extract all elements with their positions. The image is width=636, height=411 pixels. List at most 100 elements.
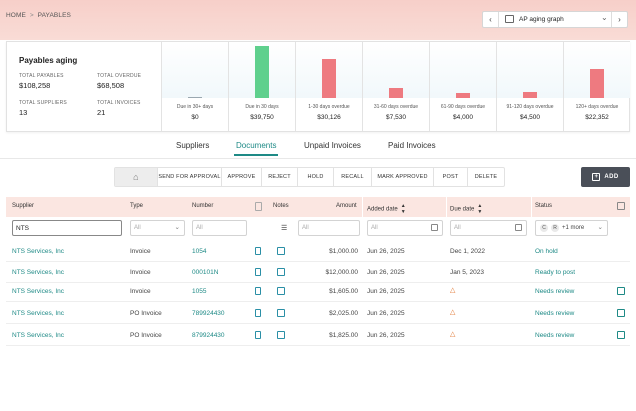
supplier-filter-input[interactable]: NTS — [12, 220, 122, 236]
aging-bar-column[interactable]: 91-120 days overdue $4,500 — [497, 42, 564, 131]
hold-button[interactable]: HOLD — [298, 168, 334, 186]
due-date-filter[interactable]: All — [450, 220, 527, 236]
supplier-link[interactable]: NTS Services, Inc — [12, 269, 65, 276]
number-filter-input[interactable]: All — [192, 220, 247, 236]
aging-bar-column[interactable]: 1-30 days overdue $30,126 — [296, 42, 363, 131]
note-icon[interactable] — [277, 287, 285, 295]
filter-icon[interactable]: ☰ — [281, 225, 288, 232]
approve-button[interactable]: APPROVE — [222, 168, 262, 186]
edit-icon[interactable] — [617, 309, 625, 317]
table-row[interactable]: NTS Services, Inc Invoice 1055 $1,605.00 Jun… — [6, 282, 630, 302]
type-filter-select[interactable]: All ⌄ — [130, 220, 185, 236]
aging-bar[interactable] — [255, 46, 269, 98]
table-row[interactable]: NTS Services, Inc PO Invoice 789924430 $2,0… — [6, 304, 630, 324]
tab-unpaid-invoices[interactable]: Unpaid Invoices — [304, 141, 361, 150]
document-icon[interactable] — [255, 268, 261, 276]
status-chip-r[interactable]: R — [551, 224, 559, 232]
document-number-link[interactable]: 1054 — [192, 248, 207, 255]
bar-plot-area — [296, 42, 362, 98]
bar-plot-area — [564, 42, 630, 98]
col-notes[interactable]: Notes — [273, 203, 289, 209]
add-button-label: ADD — [604, 174, 619, 180]
aging-bar-column[interactable]: Due in 30 days $39,750 — [229, 42, 296, 131]
table-row[interactable]: NTS Services, Inc Invoice 1054 $1,000.00 Jun… — [6, 242, 630, 262]
document-icon[interactable] — [255, 309, 261, 317]
amount-filter-input[interactable]: All — [298, 220, 360, 236]
calendar-icon[interactable] — [515, 224, 522, 231]
add-button[interactable]: + ADD — [581, 167, 630, 187]
delete-button[interactable]: DELETE — [474, 174, 498, 180]
status-value[interactable]: Needs review — [535, 288, 575, 295]
note-icon[interactable] — [277, 268, 285, 276]
table-header: Supplier Type Number Notes Amount Added … — [6, 197, 630, 217]
col-due-date[interactable]: Due date▲ ▼ — [450, 203, 482, 215]
status-value[interactable]: Needs review — [535, 332, 575, 339]
aging-bar-column[interactable]: 120+ days overdue $22,352 — [564, 42, 630, 131]
graph-selector-value: AP aging graph — [519, 16, 564, 23]
bar-category-label: 91-120 days overdue — [506, 104, 554, 110]
col-type[interactable]: Type — [130, 203, 144, 209]
note-icon[interactable] — [277, 247, 285, 255]
document-number-link[interactable]: 1055 — [192, 288, 207, 295]
supplier-link[interactable]: NTS Services, Inc — [12, 248, 65, 255]
graph-selector[interactable]: ‹ AP aging graph ⌄ › — [482, 11, 628, 28]
status-value[interactable]: Ready to post — [535, 269, 576, 276]
tab-documents[interactable]: Documents — [233, 141, 279, 156]
aging-bar-column[interactable]: 61-90 days overdue $4,000 — [430, 42, 497, 131]
table-row[interactable]: NTS Services, Inc Invoice 000101N $12,000.0… — [6, 263, 630, 283]
supplier-link[interactable]: NTS Services, Inc — [12, 288, 65, 295]
send-for-approval-button[interactable]: SEND FOR APPROVAL — [158, 168, 222, 186]
edit-icon[interactable] — [617, 287, 625, 295]
post-button[interactable]: POST — [434, 168, 468, 186]
total-overdue-label: TOTAL OVERDUE — [97, 73, 142, 79]
supplier-link[interactable]: NTS Services, Inc — [12, 332, 65, 339]
total-invoices-stat: TOTAL INVOICES 21 — [97, 100, 141, 117]
aging-bar[interactable] — [322, 58, 336, 98]
status-filter-select[interactable]: C R +1 more ⌄ — [535, 220, 608, 236]
col-number[interactable]: Number — [192, 203, 214, 209]
sort-icon[interactable]: ▲ ▼ — [400, 203, 406, 215]
table-row[interactable]: NTS Services, Inc PO Invoice 879924430 $1,8… — [6, 326, 630, 346]
document-number-link[interactable]: 789924430 — [192, 310, 225, 317]
status-value[interactable]: On hold — [535, 248, 558, 255]
status-chip-c[interactable]: C — [540, 224, 548, 232]
home-button[interactable]: ⌂ — [115, 168, 158, 186]
document-icon[interactable] — [255, 287, 261, 295]
document-number-link[interactable]: 000101N — [192, 269, 219, 276]
breadcrumb-home[interactable]: HOME — [6, 12, 26, 19]
chevron-right-icon[interactable]: › — [611, 12, 627, 27]
bar-plot-area — [363, 42, 429, 98]
added-date-filter[interactable]: All — [367, 220, 443, 236]
chevron-down-icon[interactable]: ⌄ — [601, 13, 608, 22]
edit-icon[interactable] — [617, 331, 625, 339]
tab-suppliers[interactable]: Suppliers — [176, 141, 210, 150]
aging-bar[interactable] — [456, 92, 470, 98]
chevron-left-icon[interactable]: ‹ — [483, 12, 499, 27]
document-icon[interactable] — [255, 331, 261, 339]
aging-bar[interactable] — [389, 88, 403, 98]
aging-bar-column[interactable]: Due in 30+ days $0 — [162, 42, 229, 131]
document-number-link[interactable]: 879924430 — [192, 332, 225, 339]
note-icon[interactable] — [277, 331, 285, 339]
status-more-label: +1 more — [562, 225, 585, 231]
bulk-edit-icon[interactable] — [617, 202, 625, 210]
note-icon[interactable] — [277, 309, 285, 317]
breadcrumb-current: PAYABLES — [37, 12, 71, 19]
status-value[interactable]: Needs review — [535, 310, 575, 317]
col-amount[interactable]: Amount — [336, 203, 357, 209]
tab-paid-invoices[interactable]: Paid Invoices — [388, 141, 436, 150]
aging-bar[interactable] — [590, 68, 604, 98]
calendar-icon[interactable] — [431, 224, 438, 231]
col-added-date[interactable]: Added date▲ ▼ — [367, 203, 406, 215]
reject-button[interactable]: REJECT — [262, 168, 298, 186]
document-icon[interactable] — [255, 247, 261, 255]
col-supplier[interactable]: Supplier — [12, 203, 35, 209]
aging-bar-column[interactable]: 31-60 days overdue $7,530 — [363, 42, 430, 131]
sort-icon[interactable]: ▲ ▼ — [477, 203, 483, 215]
aging-bar[interactable] — [188, 97, 202, 98]
aging-bar[interactable] — [523, 92, 537, 98]
recall-button[interactable]: RECALL — [334, 168, 372, 186]
mark-approved-button[interactable]: MARK APPROVED — [372, 168, 434, 186]
supplier-link[interactable]: NTS Services, Inc — [12, 310, 65, 317]
col-status[interactable]: Status — [535, 203, 553, 209]
